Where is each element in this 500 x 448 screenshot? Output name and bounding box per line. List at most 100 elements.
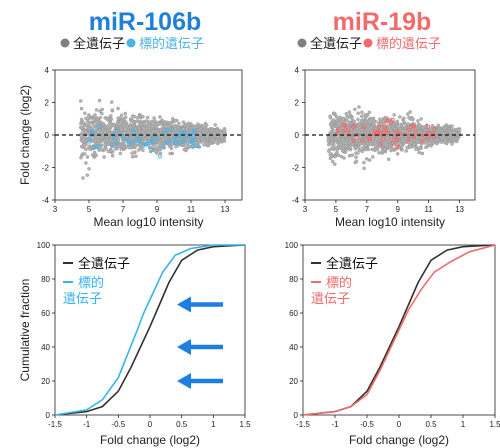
all-gene-point [119,121,124,126]
y-tick-label: 0 [45,131,50,140]
all-gene-point [331,125,335,130]
all-gene-point [140,130,145,135]
all-gene-point [450,124,454,128]
x-tick-label: 3 [303,205,308,214]
all-gene-point [333,162,337,166]
legend-label: 標的 [78,275,104,291]
all-gene-point [123,115,128,119]
all-gene-point [371,155,375,159]
x-tick-label: 11 [424,205,433,214]
all-gene-point [435,138,440,143]
all-gene-point [373,140,378,145]
all-gene-point [375,147,380,152]
x-tick-label: 7 [365,205,370,214]
all-gene-point [336,153,341,158]
all-gene-point [344,112,348,116]
all-gene-point [103,142,107,147]
y-tick-label: 20 [289,377,298,386]
all-gene-point [340,149,345,153]
all-gene-point [109,117,114,121]
all-gene-point [168,151,172,156]
x-tick-label: 13 [221,205,230,214]
x-tick-label: -1 [331,420,339,429]
all-gene-point [344,148,348,153]
all-gene-point [356,151,360,155]
all-gene-point [345,137,349,142]
all-gene-point [347,110,352,114]
all-gene-point [136,148,141,152]
all-gene-point [334,136,338,141]
all-gene-point [332,111,337,116]
all-gene-point [81,131,85,135]
all-gene-point [110,108,115,112]
target-gene-point [172,136,177,141]
y-tick-label: 80 [289,275,298,284]
target-gene-point [196,144,201,149]
y-tick-label: 4 [295,66,300,75]
legend-label: 遺伝子 [311,292,350,307]
all-gene-point [406,122,410,126]
all-gene-point [355,126,359,131]
x-axis-label: Mean log10 intensity [93,215,203,229]
x-tick-label: 9 [396,205,401,214]
all-gene-point [184,145,188,149]
all-gene-point [87,167,91,171]
x-tick-label: 9 [155,205,160,214]
target-gene-point [164,128,169,133]
target-gene-point [109,142,114,147]
all-gene-point [334,114,339,119]
target-gene-point [181,135,186,141]
all-gene-point [348,139,352,144]
all-gene-point [84,147,88,152]
all-gene-point [395,152,400,156]
all-gene-point [451,135,456,139]
all-gene-point [79,134,83,138]
all-gene-point [167,123,172,128]
target-gene-point [90,130,95,135]
x-tick-label: 11 [187,205,196,214]
all-gene-point [181,127,185,131]
all-gene-point [177,121,181,126]
target-gene-point [150,135,155,140]
all-gene-point [405,145,409,150]
all-gene-point [106,129,110,133]
x-tick-label: 0 [397,420,402,429]
all-gene-point [186,137,190,142]
all-gene-point [371,122,375,127]
all-gene-point [401,129,405,133]
all-gene-point [110,153,115,158]
all-gene-point [102,138,107,143]
target-gene-point [114,141,119,146]
y-tick-label: 2 [295,99,300,108]
all-gene-point [129,119,134,123]
all-gene-point [353,107,357,112]
target-gene-point [170,127,175,132]
all-gene-point [419,117,423,121]
target-gene-point [130,128,135,133]
all-gene-point [82,152,87,156]
all-gene-point [127,129,132,134]
all-gene-point [116,106,120,111]
target-gene-point [144,141,149,146]
all-gene-point [166,120,171,125]
all-gene-point [105,124,110,128]
all-gene-point [84,161,88,165]
panel-title: miR-106b [89,8,202,36]
all-gene-point [358,135,363,139]
all-gene-point [100,136,104,140]
all-gene-point [408,110,412,114]
all-gene-point [158,147,163,152]
all-gene-point [169,146,174,151]
all-gene-point [133,144,138,148]
all-gene-point [145,115,150,120]
target-gene-point [122,136,127,141]
all-gene-point [330,141,334,145]
legend-marker [126,38,136,48]
target-gene-point [190,144,195,149]
all-gene-point [353,145,357,149]
all-gene-point [84,116,88,121]
all-gene-point [199,123,204,128]
target-gene-point [92,144,97,149]
target-gene-point [173,140,178,145]
all-gene-point [158,115,162,119]
